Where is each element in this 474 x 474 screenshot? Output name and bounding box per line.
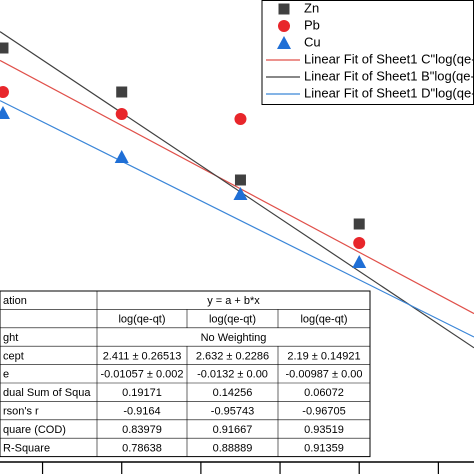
- table-cell: cept: [3, 350, 24, 362]
- legend-marker: [277, 36, 291, 49]
- table-cell: ation: [3, 295, 27, 307]
- point: [0, 42, 9, 54]
- table-cell: log(qe-qt): [209, 314, 256, 326]
- fit-line: [0, 100, 474, 338]
- point: [114, 150, 129, 163]
- table-cell: e: [3, 369, 9, 381]
- table-cell: 2.19 ± 0.14921: [287, 350, 360, 362]
- table-cell: ght: [3, 332, 18, 344]
- legend: Zn Pb Cu Linear Fit of Sheet1 C"log(qe-qt)"…: [261, 0, 474, 105]
- table-cell: 0.78638: [122, 442, 162, 454]
- table-cell: 0.83979: [122, 424, 162, 436]
- point: [234, 113, 247, 125]
- table-cell: rson's r: [3, 406, 39, 418]
- legend-label: Pb: [304, 17, 320, 32]
- point: [0, 86, 9, 98]
- fit-line: [0, 31, 474, 349]
- table-cell: R-Square: [3, 442, 50, 454]
- point: [353, 218, 365, 230]
- legend-label: Linear Fit of Sheet1 C"log(qe-qt)": [304, 51, 474, 66]
- fit-line: [0, 59, 474, 315]
- table-cell: 0.06072: [304, 387, 344, 399]
- point: [353, 237, 366, 249]
- table-cell: 0.91359: [304, 442, 344, 454]
- table-cell: 0.14256: [213, 387, 253, 399]
- point: [234, 174, 246, 186]
- table-cell: log(qe-qt): [300, 314, 347, 326]
- point: [0, 106, 10, 119]
- legend-marker: [278, 3, 290, 15]
- legend-label: Cu: [304, 34, 321, 49]
- legend-label: Zn: [304, 0, 319, 15]
- legend-marker: [278, 20, 290, 32]
- table-cell: -0.01057 ± 0.002: [100, 369, 183, 381]
- table-cell: No Weighting: [201, 332, 267, 344]
- table-cell: -0.96705: [302, 406, 345, 418]
- table-cell: quare (COD): [3, 424, 66, 436]
- table-cell: -0.95743: [211, 406, 254, 418]
- legend-box: [261, 0, 474, 105]
- table-cell: 2.632 ± 0.2286: [196, 350, 269, 362]
- table-bg: [0, 290, 371, 458]
- table-cell: -0.0132 ± 0.00: [197, 369, 268, 381]
- table-cell: dual Sum of Squa: [3, 387, 91, 399]
- point: [115, 108, 128, 120]
- legend-label: Linear Fit of Sheet1 B"log(qe-qt)": [304, 68, 474, 83]
- table-cell: 0.88889: [213, 442, 253, 454]
- point: [116, 86, 128, 98]
- point: [233, 187, 248, 200]
- table-cell: 0.93519: [304, 424, 344, 436]
- table-cell: 0.91667: [213, 424, 253, 436]
- legend-label: Linear Fit of Sheet1 D"log(qe-qt)": [304, 85, 474, 100]
- table-cell: -0.9164: [123, 406, 160, 418]
- table-cell: y = a + b*x: [207, 295, 260, 307]
- table-cell: log(qe-qt): [118, 314, 165, 326]
- point: [352, 255, 367, 268]
- stats-table: ation y = a + b*x log(qe-qt) log(qe-qt) log(…: [0, 290, 371, 458]
- table-cell: -0.00987 ± 0.00: [286, 369, 363, 381]
- table-cell: 2.411 ± 0.26513: [103, 350, 182, 362]
- table-cell: 0.19171: [122, 387, 162, 399]
